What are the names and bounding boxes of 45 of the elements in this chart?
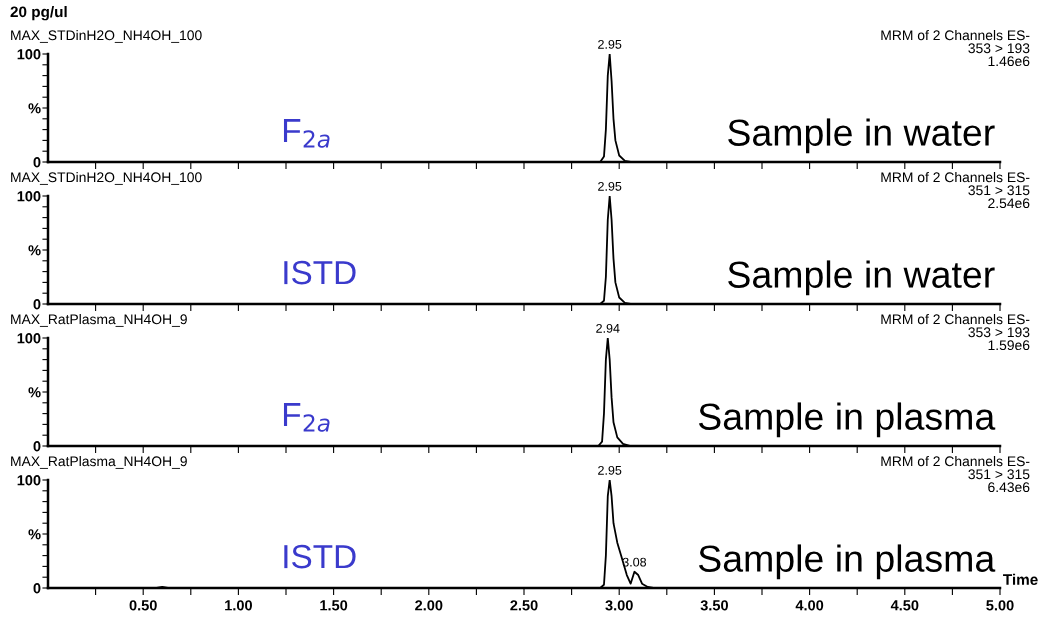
y-tick-label: 0 xyxy=(33,441,41,452)
annotation: Sample in plasma xyxy=(698,402,996,438)
x-tick-label: 0.50 xyxy=(129,600,157,611)
chart-title: 20 pg/ul xyxy=(10,6,67,21)
x-tick-label: 4.00 xyxy=(795,600,824,611)
x-tick-label: 2.50 xyxy=(510,600,538,611)
x-tick-label: 3.00 xyxy=(605,600,633,611)
annotation: Sample in water xyxy=(728,260,995,296)
annotation: Sample in plasma xyxy=(698,544,996,580)
chart-subtitle: MAX_RatPlasma_NH4OH_9 xyxy=(11,314,187,327)
x-tick-label: 1.00 xyxy=(225,600,252,611)
y-tick-label: 100 xyxy=(17,475,41,486)
annotation: 2.95 xyxy=(598,181,622,191)
annotation: F$_{2a}$ xyxy=(283,119,330,148)
x-axis-title: Time xyxy=(1003,573,1038,585)
y-tick-label: % xyxy=(28,529,41,540)
y-tick-label: 100 xyxy=(17,333,41,344)
annotation: 2.95 xyxy=(598,39,622,49)
y-tick-label: % xyxy=(28,103,41,114)
annotation: F$_{2a}$ xyxy=(283,403,330,432)
chart-subtitle: MAX_RatPlasma_NH4OH_9 xyxy=(11,456,187,469)
y-tick-label: 0 xyxy=(33,157,41,168)
x-tick-label: 1.50 xyxy=(320,600,348,611)
annotation: ISTD xyxy=(284,260,356,285)
y-tick-label: 100 xyxy=(17,191,41,202)
annotation: Sample in water xyxy=(728,118,995,154)
x-tick-label: 2.00 xyxy=(415,600,443,611)
annotation: ISTD xyxy=(284,544,356,569)
y-tick-label: 0 xyxy=(33,299,41,310)
y-tick-label: 0 xyxy=(33,583,41,594)
x-tick-label: 4.50 xyxy=(890,600,919,611)
chart-subtitle: MAX_STDinH2O_NH4OH_100 xyxy=(11,172,202,185)
annotation: MRM of 2 Channels ES- 351 > 315 6.43e6 xyxy=(881,456,1030,493)
annotation: MRM of 2 Channels ES- 351 > 315 2.54e6 xyxy=(881,172,1030,209)
annotation: 2.95 xyxy=(598,465,622,475)
y-tick-label: % xyxy=(28,387,41,398)
annotation: 2.94 xyxy=(596,323,620,333)
x-tick-label: 5.00 xyxy=(986,600,1014,611)
annotation: 3.08 xyxy=(622,557,647,567)
y-tick-label: 100 xyxy=(17,49,41,60)
y-tick-label: % xyxy=(28,245,41,256)
x-tick-label: 3.50 xyxy=(700,600,728,611)
annotation: MRM of 2 Channels ES- 353 > 193 1.46e6 xyxy=(881,30,1030,67)
annotation: MRM of 2 Channels ES- 353 > 193 1.59e6 xyxy=(881,314,1030,351)
chart-subtitle: MAX_STDinH2O_NH4OH_100 xyxy=(11,30,202,43)
